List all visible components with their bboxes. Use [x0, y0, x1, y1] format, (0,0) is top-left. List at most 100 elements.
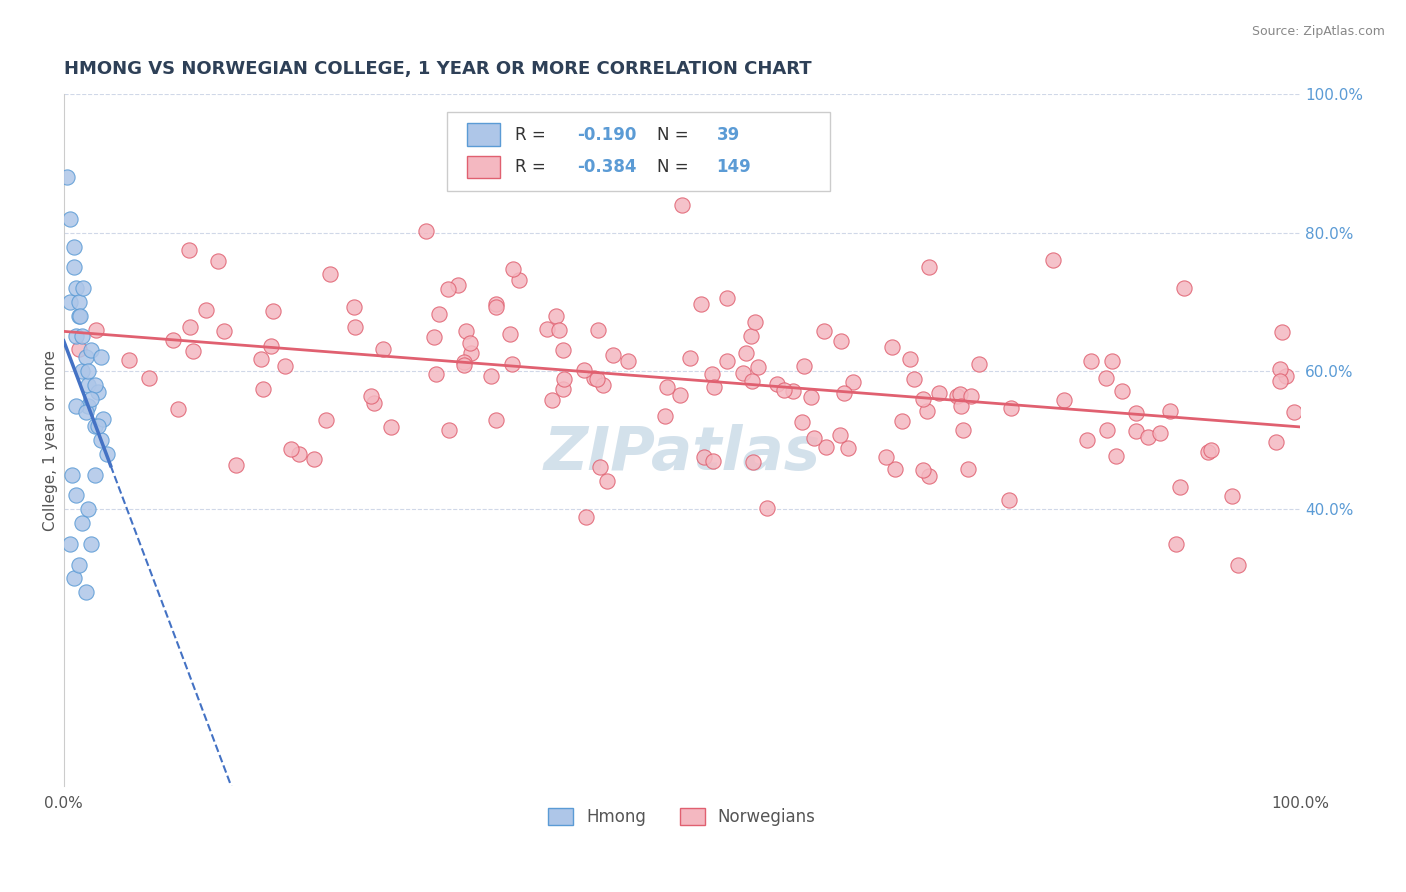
Point [800, 390, 823, 404]
Point [890, 413, 912, 427]
Point [75, 405, 97, 419]
Point [67, 342, 90, 356]
Point [702, 454, 724, 468]
Point [911, 463, 934, 477]
FancyBboxPatch shape [467, 123, 501, 145]
Point [744, 315, 766, 329]
Point [949, 387, 972, 401]
Point [1111, 384, 1133, 398]
Point [917, 468, 939, 483]
Point [544, 309, 567, 323]
Point [83, 467, 105, 482]
Point [884, 461, 907, 475]
Point [1095, 370, 1118, 384]
Point [828, 428, 851, 442]
Point [501, 357, 523, 371]
Point [502, 261, 524, 276]
Text: ZIPatlas: ZIPatlas [543, 425, 821, 483]
Point [70, 329, 93, 343]
Point [138, 371, 160, 385]
Point [1268, 361, 1291, 376]
Point [484, 300, 506, 314]
Point [83, 419, 105, 434]
Point [62, 239, 84, 253]
Point [75, 350, 97, 364]
Point [87, 384, 110, 399]
Point [1076, 433, 1098, 447]
Point [1080, 354, 1102, 368]
Point [59, 294, 82, 309]
Point [77, 502, 100, 516]
Point [918, 260, 941, 275]
Point [572, 362, 595, 376]
Point [1284, 405, 1306, 419]
Point [447, 278, 470, 293]
Point [212, 324, 235, 338]
Point [703, 379, 725, 393]
Point [96, 447, 118, 461]
Point [415, 224, 437, 238]
Point [363, 396, 385, 410]
Point [793, 359, 815, 374]
Point [1271, 326, 1294, 340]
Text: -0.384: -0.384 [576, 158, 637, 176]
Point [657, 380, 679, 394]
Point [1042, 253, 1064, 268]
Text: HMONG VS NORWEGIAN COLLEGE, 1 YEAR OR MORE CORRELATION CHART: HMONG VS NORWEGIAN COLLEGE, 1 YEAR OR MO… [63, 60, 811, 78]
Point [1053, 392, 1076, 407]
Point [586, 323, 609, 337]
Point [945, 389, 967, 403]
Point [1166, 537, 1188, 551]
Point [77, 364, 100, 378]
Text: N =: N = [657, 126, 695, 144]
Point [1125, 406, 1147, 420]
Point [90, 433, 112, 447]
Point [56, 170, 79, 185]
Text: -0.190: -0.190 [576, 126, 636, 144]
Point [83, 377, 105, 392]
Point [969, 357, 991, 371]
Point [179, 320, 201, 334]
Point [547, 323, 569, 337]
Point [716, 291, 738, 305]
Point [65, 281, 87, 295]
Point [928, 386, 950, 401]
Point [65, 488, 87, 502]
Text: 149: 149 [717, 158, 751, 176]
Point [456, 324, 478, 338]
Point [741, 374, 763, 388]
Point [1265, 434, 1288, 449]
Point [69, 309, 91, 323]
Point [832, 386, 855, 401]
Point [1125, 424, 1147, 438]
Point [194, 302, 217, 317]
Point [319, 268, 342, 282]
Point [259, 339, 281, 353]
Point [59, 537, 82, 551]
Point [1101, 354, 1123, 368]
Point [773, 383, 796, 397]
Point [177, 243, 200, 257]
Point [262, 304, 284, 318]
Point [693, 450, 716, 464]
Point [957, 462, 980, 476]
Text: Source: ZipAtlas.com: Source: ZipAtlas.com [1251, 25, 1385, 38]
Point [70, 364, 93, 378]
Point [755, 501, 778, 516]
Point [80, 392, 103, 406]
Point [118, 352, 141, 367]
Point [689, 297, 711, 311]
Point [453, 355, 475, 369]
Point [592, 378, 614, 392]
Point [582, 371, 605, 385]
Point [62, 260, 84, 275]
Point [679, 351, 702, 365]
Point [1274, 368, 1296, 383]
Point [803, 432, 825, 446]
Point [77, 377, 100, 392]
Point [360, 388, 382, 402]
Point [1227, 558, 1250, 572]
Point [589, 460, 612, 475]
FancyBboxPatch shape [447, 112, 830, 191]
Point [207, 253, 229, 268]
